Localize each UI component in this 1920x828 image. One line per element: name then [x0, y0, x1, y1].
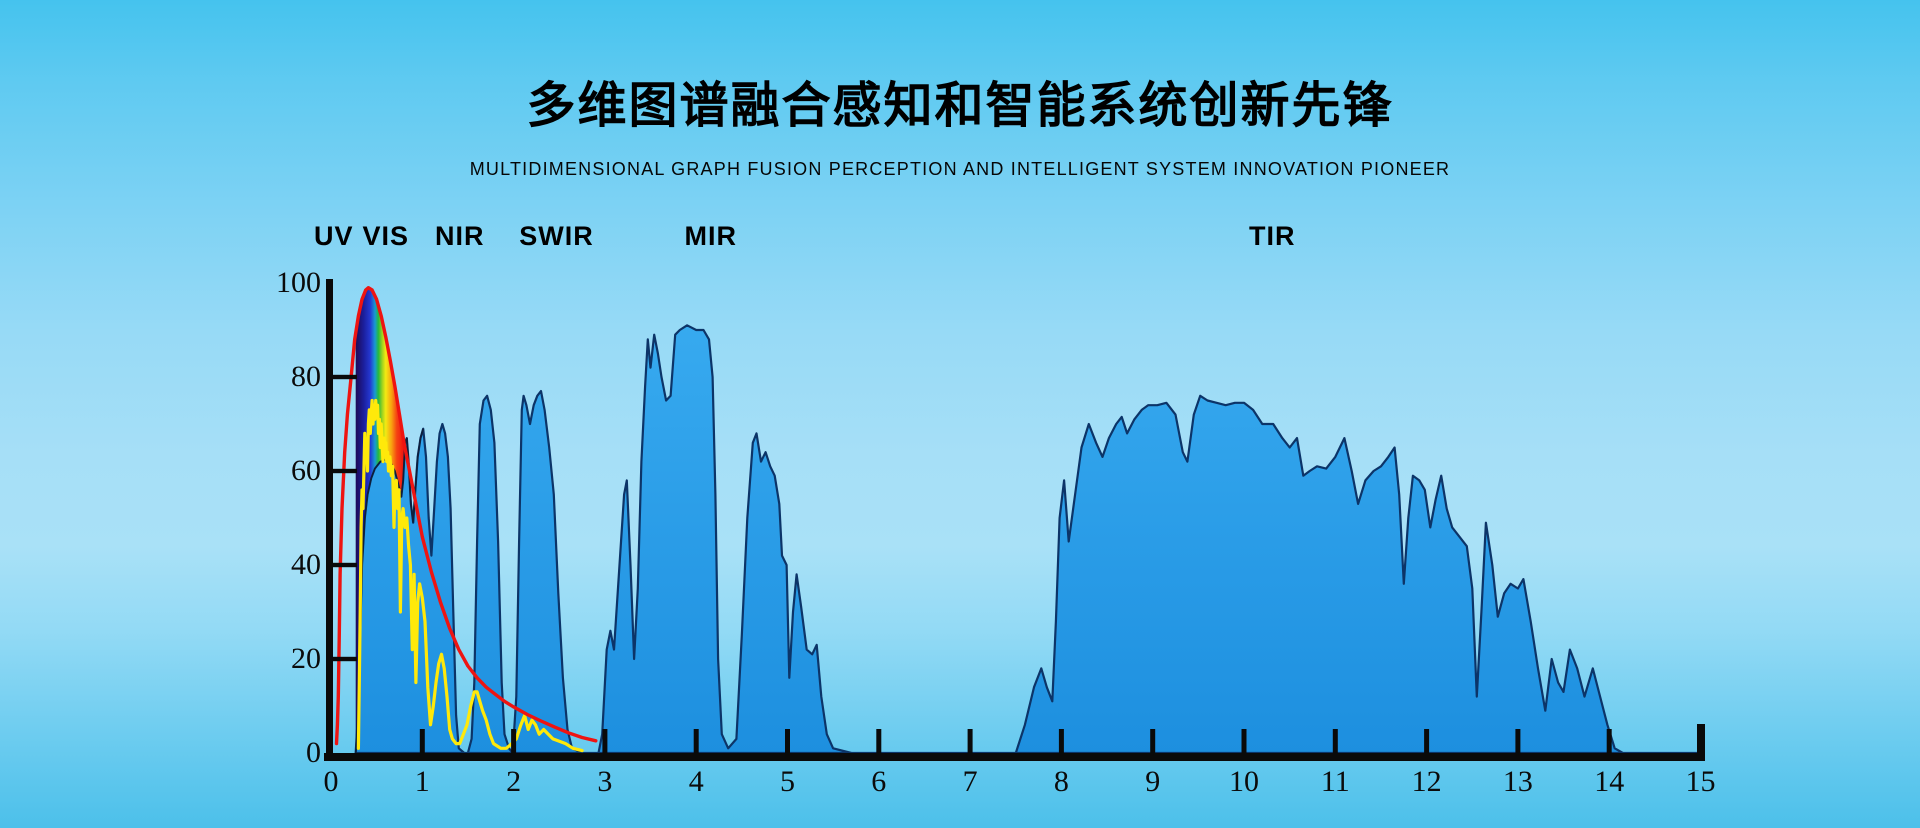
- x-tick-label: 1: [414, 765, 430, 798]
- x-tick-label: 11: [1320, 765, 1350, 798]
- x-axis: [324, 724, 1705, 761]
- x-axis-tick: [1424, 729, 1430, 753]
- x-axis-tick: [693, 729, 699, 753]
- x-tick-label: 0: [323, 765, 339, 798]
- y-tick-label: 100: [276, 266, 321, 299]
- x-tick-label: 7: [962, 765, 978, 798]
- x-axis-tick: [602, 729, 608, 753]
- x-axis-tick: [1150, 729, 1156, 753]
- x-tick-label: 5: [780, 765, 795, 798]
- dome-outline: [354, 428, 425, 754]
- band-label-uv: UV: [313, 221, 354, 251]
- x-axis-tick: [419, 729, 425, 753]
- x-tick-label: 15: [1685, 765, 1716, 798]
- x-axis-tick: [1515, 729, 1521, 753]
- y-axis-tick: [333, 468, 357, 474]
- visible-spectrum-region: [355, 287, 404, 753]
- x-tick-label: 12: [1411, 765, 1442, 798]
- y-tick-label: 80: [291, 360, 321, 393]
- x-axis-end-cap: [1697, 724, 1705, 761]
- solar-envelope-curve: [334, 286, 598, 746]
- x-tick-label: 4: [688, 765, 704, 798]
- x-axis-tick: [876, 729, 882, 753]
- x-axis-tick: [1332, 729, 1338, 753]
- x-tick-label: 3: [597, 765, 613, 798]
- band-label-swir: SWIR: [519, 221, 594, 251]
- y-tick-label: 0: [306, 736, 321, 769]
- x-tick-label: 8: [1053, 765, 1069, 798]
- x-axis-tick: [785, 729, 790, 753]
- y-axis-tick: [333, 562, 357, 568]
- page-title: 多维图谱融合感知和智能系统创新先锋: [526, 79, 1394, 133]
- x-tick-label: 14: [1594, 765, 1625, 798]
- x-axis-tick: [1241, 729, 1247, 753]
- y-tick-label: 20: [291, 642, 321, 675]
- x-axis-tick: [1058, 729, 1064, 753]
- band-label-tir: TIR: [1249, 221, 1296, 251]
- page-subtitle: MULTIDIMENSIONAL GRAPH FUSION PERCEPTION…: [469, 159, 1451, 179]
- x-axis-tick: [511, 729, 517, 753]
- band-label-vis: VIS: [362, 221, 410, 251]
- x-tick-label: 10: [1229, 765, 1259, 798]
- x-tick-label: 9: [1145, 765, 1161, 798]
- y-tick-label: 60: [291, 454, 321, 487]
- y-axis: [326, 279, 357, 761]
- band-label-nir: NIR: [434, 221, 485, 251]
- x-axis-tick: [967, 729, 973, 753]
- band-label-mir: MIR: [684, 221, 738, 251]
- solar-ground-curve: [356, 398, 584, 753]
- x-tick-label: 2: [506, 765, 522, 798]
- x-tick-label: 13: [1502, 765, 1533, 798]
- x-tick-label: 6: [871, 765, 887, 798]
- y-axis-tick: [333, 374, 357, 380]
- x-axis-tick: [1606, 729, 1612, 753]
- y-tick-label: 40: [291, 548, 321, 581]
- y-axis-tick: [333, 656, 357, 662]
